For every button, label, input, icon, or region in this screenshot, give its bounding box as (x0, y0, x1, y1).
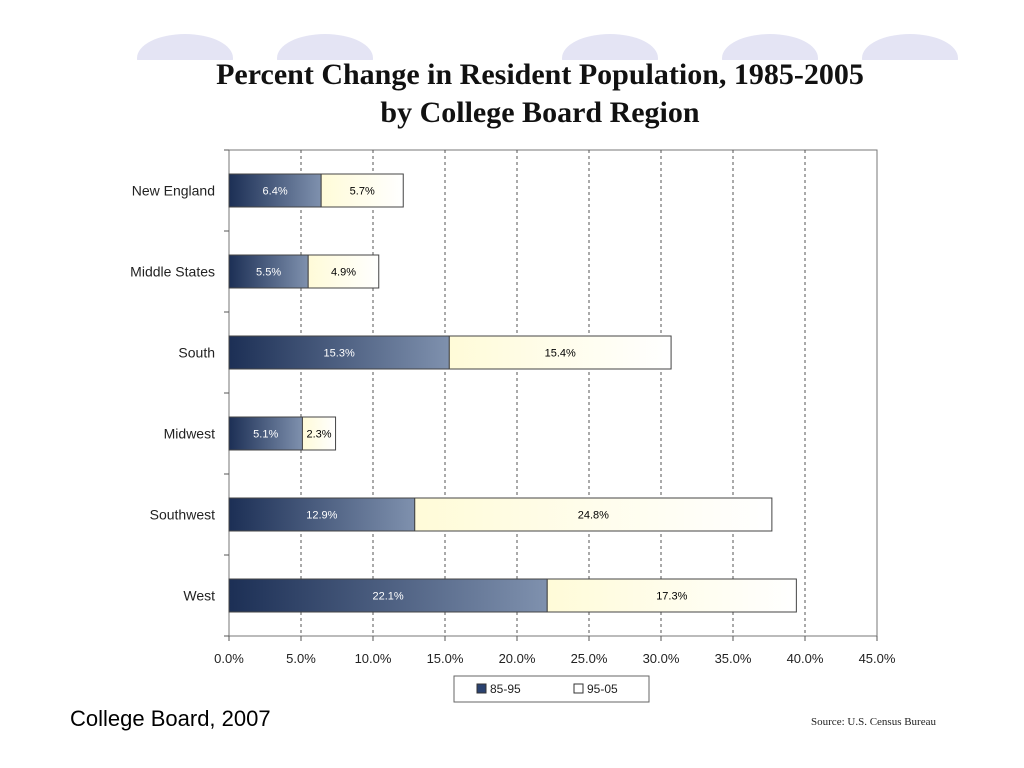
bar-value-label: 6.4% (263, 186, 288, 198)
category-label: New England (132, 183, 215, 199)
bar-value-label: 5.1% (253, 429, 278, 441)
bar-value-label: 17.3% (656, 591, 687, 603)
x-tick-label: 0.0% (214, 651, 244, 666)
bar-value-label: 5.5% (256, 267, 281, 279)
bar-value-label: 22.1% (373, 591, 404, 603)
bar-95-05 (546, 578, 797, 613)
legend-label: 95-05 (587, 682, 618, 696)
category-label: Midwest (164, 426, 215, 442)
plot-area (228, 149, 878, 637)
x-tick-label: 15.0% (427, 651, 464, 666)
bar-95-05 (307, 254, 380, 289)
source-note: Source: U.S. Census Bureau (811, 716, 936, 728)
category-label: Middle States (130, 264, 215, 280)
bar-85-95 (228, 578, 548, 613)
bar-85-95 (228, 173, 322, 208)
chart-title-line-2: by College Board Region (380, 96, 700, 129)
footer-credit: College Board, 2007 (70, 706, 271, 731)
bar-value-label: 5.7% (350, 186, 375, 198)
category-label: West (183, 588, 215, 604)
bar-95-05 (301, 416, 337, 451)
bar-95-05 (414, 497, 773, 532)
decoration-shape-3 (722, 34, 818, 60)
bar-value-label: 15.3% (324, 348, 355, 360)
decoration-shape-2 (562, 34, 658, 60)
x-tick-label: 40.0% (787, 651, 824, 666)
legend-swatch-95-05 (573, 683, 584, 694)
bar-85-95 (228, 497, 416, 532)
x-tick-label: 20.0% (499, 651, 536, 666)
category-label: Southwest (150, 507, 215, 523)
x-tick-label: 10.0% (355, 651, 392, 666)
legend-swatch-85-95 (476, 683, 487, 694)
bar-value-label: 24.8% (578, 510, 609, 522)
x-tick-label: 5.0% (286, 651, 316, 666)
header-decoration (137, 34, 958, 60)
decoration-shape-0 (137, 34, 233, 60)
bar-value-label: 4.9% (331, 267, 356, 279)
bar-85-95 (228, 254, 309, 289)
x-tick-label: 45.0% (859, 651, 896, 666)
legend: 85-95 95-05 (453, 675, 650, 703)
decoration-shape-4 (862, 34, 958, 60)
bar-95-05 (320, 173, 404, 208)
x-tick-label: 35.0% (715, 651, 752, 666)
x-tick-label: 25.0% (571, 651, 608, 666)
chart-title: Percent Change in Resident Population, 1… (160, 56, 920, 132)
bar-value-label: 15.4% (545, 348, 576, 360)
decoration-shape-1 (277, 34, 373, 60)
bar-95-05 (448, 335, 672, 370)
legend-label: 85-95 (490, 682, 521, 696)
x-tick-label: 30.0% (643, 651, 680, 666)
bar-value-label: 2.3% (306, 429, 331, 441)
chart-title-line-1: Percent Change in Resident Population, 1… (216, 58, 864, 91)
bar-value-label: 12.9% (306, 510, 337, 522)
category-label: South (178, 345, 215, 361)
